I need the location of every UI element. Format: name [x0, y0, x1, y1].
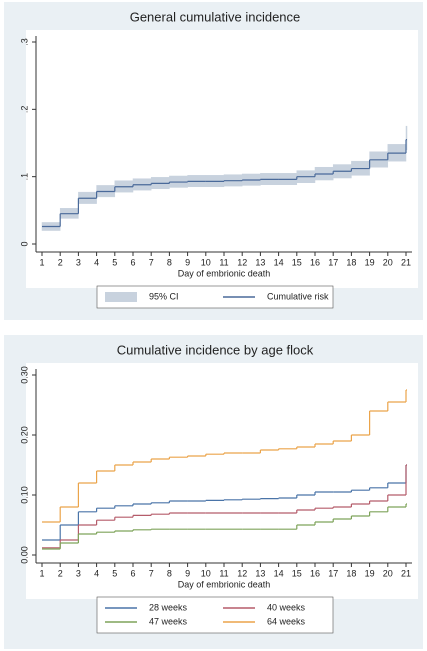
y-tick-label: 0.30	[19, 366, 29, 384]
plot-area	[26, 30, 418, 288]
x-tick-label: 14	[274, 257, 284, 267]
x-tick-label: 10	[201, 568, 211, 578]
x-tick-label: 1	[39, 257, 44, 267]
x-tick-label: 21	[401, 257, 411, 267]
x-tick-label: 15	[292, 257, 302, 267]
legend-label: 64 weeks	[267, 616, 306, 626]
x-axis-label: Day of embrionic death	[178, 268, 271, 278]
x-tick-label: 4	[94, 257, 99, 267]
chart-title: Cumulative incidence by age flock	[117, 342, 314, 357]
x-tick-label: 7	[149, 568, 154, 578]
legend-box	[96, 285, 334, 309]
x-axis-label: Day of embrionic death	[178, 579, 271, 589]
y-tick-label: 0.10	[19, 486, 29, 504]
x-tick-label: 1	[39, 568, 44, 578]
x-tick-label: 6	[130, 568, 135, 578]
plot-area	[26, 363, 418, 599]
y-tick-label: .1	[19, 173, 29, 181]
x-tick-label: 3	[76, 257, 81, 267]
x-tick-label: 20	[383, 568, 393, 578]
x-tick-label: 19	[365, 568, 375, 578]
x-tick-label: 13	[255, 257, 265, 267]
x-tick-label: 3	[76, 568, 81, 578]
y-tick-label: 0.20	[19, 426, 29, 444]
x-tick-label: 21	[401, 568, 411, 578]
x-tick-label: 6	[130, 257, 135, 267]
x-tick-label: 2	[58, 568, 63, 578]
x-tick-label: 11	[219, 568, 228, 578]
x-tick-label: 4	[94, 568, 99, 578]
x-tick-label: 12	[237, 568, 247, 578]
x-tick-label: 9	[185, 257, 190, 267]
x-tick-label: 17	[328, 568, 338, 578]
x-tick-label: 18	[346, 257, 356, 267]
x-tick-label: 17	[328, 257, 338, 267]
x-tick-label: 11	[219, 257, 228, 267]
x-tick-label: 16	[310, 257, 320, 267]
x-tick-label: 18	[346, 568, 356, 578]
x-tick-label: 10	[201, 257, 211, 267]
legend-label: Cumulative risk	[267, 291, 329, 301]
x-tick-label: 8	[167, 568, 172, 578]
x-tick-label: 9	[185, 568, 190, 578]
x-tick-label: 2	[58, 257, 63, 267]
x-tick-label: 8	[167, 257, 172, 267]
y-tick-label: 0	[19, 241, 29, 246]
x-tick-label: 20	[383, 257, 393, 267]
x-tick-label: 15	[292, 568, 302, 578]
y-tick-label: 0.00	[19, 546, 29, 564]
x-tick-label: 19	[365, 257, 375, 267]
legend-label: 40 weeks	[267, 602, 306, 612]
x-tick-label: 16	[310, 568, 320, 578]
x-tick-label: 13	[255, 568, 265, 578]
legend-label: 95% CI	[149, 291, 179, 301]
legend-label: 47 weeks	[149, 616, 188, 626]
y-tick-label: .3	[19, 38, 29, 46]
y-tick-label: .2	[19, 106, 29, 114]
legend-swatch	[105, 292, 137, 302]
x-tick-label: 14	[274, 568, 284, 578]
chart-title: General cumulative incidence	[130, 9, 301, 24]
legend-box	[96, 596, 334, 634]
x-tick-label: 5	[112, 568, 117, 578]
x-tick-label: 5	[112, 257, 117, 267]
x-tick-label: 7	[149, 257, 154, 267]
x-tick-label: 12	[237, 257, 247, 267]
legend-label: 28 weeks	[149, 602, 188, 612]
